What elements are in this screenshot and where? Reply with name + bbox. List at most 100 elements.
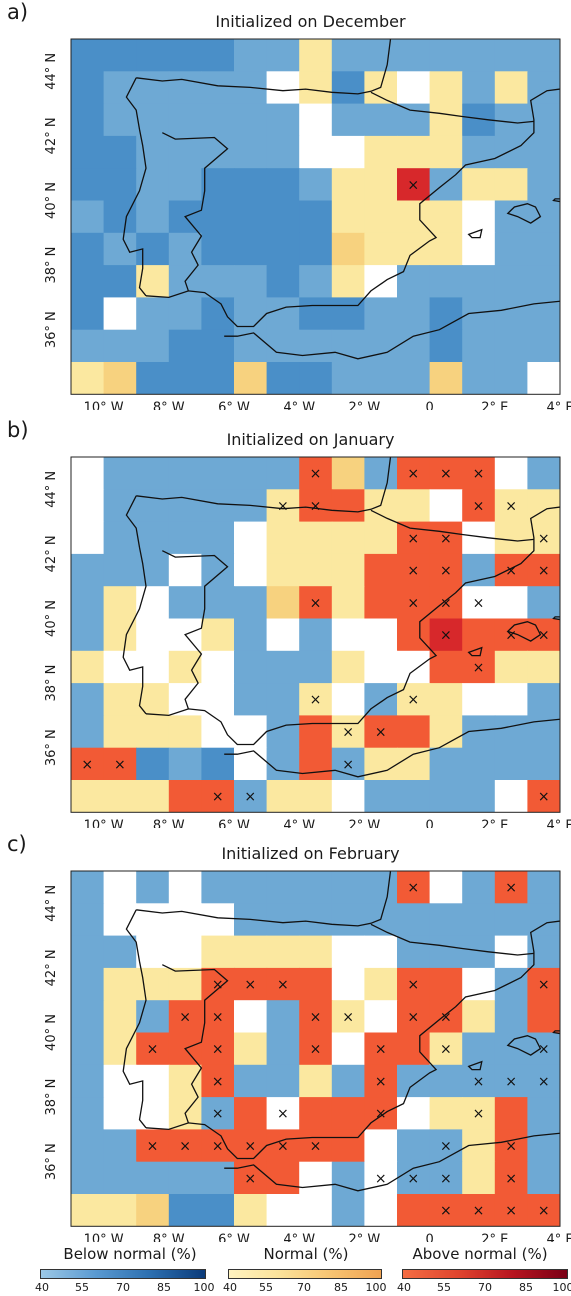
grid-cell [397,1032,431,1066]
panel-title: Initialized on December [215,12,406,31]
legend-tick: 40 [397,1281,411,1294]
grid-cell [494,265,528,298]
significance-cross: × [538,977,550,993]
grid-cell [266,871,300,904]
north-coastline [136,871,392,927]
significance-cross: × [407,466,419,482]
grid-cell [299,362,333,395]
significance-cross: × [277,1106,289,1122]
grid-cell [103,265,137,298]
grid-cell [364,1129,398,1163]
grid-cell [234,168,268,202]
grid-cell [136,1194,170,1227]
significance-cross: × [440,1171,452,1187]
grid-cell [299,650,333,684]
grid-cell [397,1194,431,1227]
grid-cell [201,489,235,523]
grid-cell [397,329,431,363]
legend-bar-normal [228,1269,382,1279]
grid-cell [103,1000,137,1034]
grid-cell [331,1032,365,1066]
grid-cell [234,232,268,266]
grid-cell [71,586,105,620]
grid-cell [462,135,496,169]
grid-cell [71,200,105,234]
grid-cell [71,967,105,1001]
north-coastline [136,457,392,513]
grid-cell [494,650,528,684]
legend-tick: 55 [75,1281,89,1294]
grid-cell [136,71,170,105]
significance-cross: × [277,977,289,993]
portugal-border [162,132,229,292]
lon-label: 2° E [481,1232,508,1242]
grid-cell [429,903,463,937]
grid-cell [103,135,137,169]
mallorca-island [506,1035,542,1056]
grid-cell [331,747,365,781]
significance-cross: × [407,692,419,708]
grid-cell [234,265,268,298]
map-frame [70,456,561,813]
grid-cell [331,1161,365,1195]
grid-cell [168,521,202,555]
west-coastline [122,909,147,1129]
grid-cell [234,1032,268,1066]
grid-cell [527,39,560,72]
grid-cell [299,1194,333,1227]
grid-cell [397,586,431,620]
lat-label: 42° N [44,117,59,154]
significance-cross: × [473,1203,485,1219]
grid-cell [71,1000,105,1034]
grid-cell [364,232,398,266]
grid-cell [71,135,105,169]
pyrenees-border [370,91,534,124]
significance-cross: × [407,977,419,993]
grid-cell [299,618,333,652]
grid-cell [136,1129,170,1163]
ibiza-island [467,1060,483,1071]
grid-cell [266,586,300,620]
lon-label: 2° W [349,1232,381,1242]
ibiza-island [467,646,483,657]
grid-cell [201,103,235,137]
legend-tick: 100 [193,1281,215,1294]
grid-cell [234,967,268,1001]
grid-cell [234,871,268,904]
lon-label: 8° W [153,1232,185,1242]
grid-cell [527,967,560,1001]
grid-cell [71,1032,105,1066]
grid-cell [364,329,398,363]
east-south-coastline [145,88,560,328]
grid-cell [299,489,333,523]
map-frame [70,38,561,395]
panel-december: a) Initialized on December × 44° N 42° N 40… [0,0,571,410]
grid-cell [168,1064,202,1098]
grid-cell [266,457,300,490]
grid-cell [364,39,398,72]
grid-cell [201,1129,235,1163]
grid-cell [364,586,398,620]
grid-cell [103,780,137,813]
grid-cell [168,71,202,105]
lat-label: 40° N [44,600,59,637]
grid-cell [364,457,398,490]
grid-cell [201,1097,235,1130]
grid-cell [299,935,333,969]
grid-cell [266,297,300,331]
grid-cell [299,168,333,202]
grid-cell [331,553,365,587]
grid-cell [494,103,528,137]
legend-tick: 40 [35,1281,49,1294]
grid-cell [201,618,235,652]
grid-cell [136,1161,170,1195]
grid-cell [299,39,333,72]
lon-label: 10° W [84,818,124,828]
grid-cell [397,1129,431,1163]
grid-cell [494,362,528,395]
grid-cell [136,362,170,395]
grid-cell [364,362,398,395]
east-south-coastline [145,920,560,1160]
grid-cell [494,1064,528,1098]
legend-tick: 85 [334,1281,348,1294]
